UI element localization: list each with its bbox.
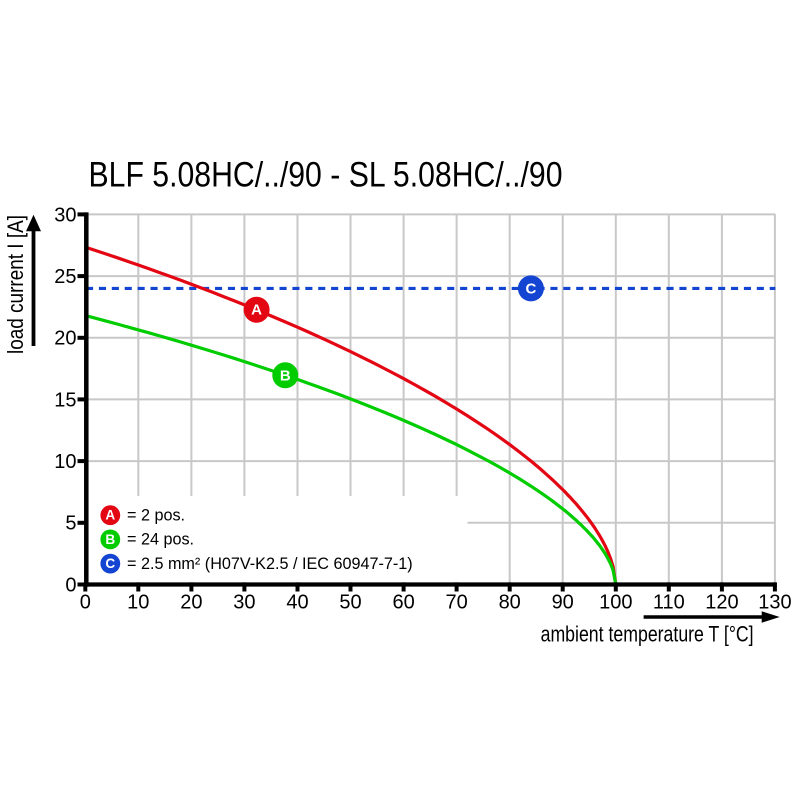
svg-text:10: 10 xyxy=(127,592,149,614)
svg-text:20: 20 xyxy=(54,328,76,350)
svg-text:30: 30 xyxy=(54,204,76,226)
svg-text:5: 5 xyxy=(65,513,76,535)
svg-text:C: C xyxy=(105,556,115,571)
svg-text:15: 15 xyxy=(54,389,76,411)
svg-text:ambient temperature T [°C]: ambient temperature T [°C] xyxy=(541,622,754,647)
svg-text:110: 110 xyxy=(653,592,685,614)
svg-text:25: 25 xyxy=(54,266,76,288)
svg-text:A: A xyxy=(251,302,262,319)
svg-text:30: 30 xyxy=(233,592,255,614)
svg-text:BLF 5.08HC/../90 - SL 5.08HC/.: BLF 5.08HC/../90 - SL 5.08HC/../90 xyxy=(89,156,563,195)
svg-text:= 2 pos.: = 2 pos. xyxy=(127,506,185,524)
svg-text:A: A xyxy=(105,508,115,523)
svg-text:C: C xyxy=(525,280,536,297)
svg-text:10: 10 xyxy=(54,451,76,473)
svg-text:40: 40 xyxy=(286,592,308,614)
svg-text:80: 80 xyxy=(499,592,521,614)
svg-text:B: B xyxy=(280,367,291,384)
svg-text:50: 50 xyxy=(339,592,361,614)
svg-text:130: 130 xyxy=(758,592,791,614)
svg-text:90: 90 xyxy=(552,592,574,614)
svg-text:20: 20 xyxy=(180,592,202,614)
svg-text:70: 70 xyxy=(445,592,467,614)
svg-text:0: 0 xyxy=(65,574,76,596)
svg-text:0: 0 xyxy=(80,592,91,614)
svg-text:100: 100 xyxy=(599,592,632,614)
svg-text:= 2.5 mm² (H07V-K2.5 / IEC 609: = 2.5 mm² (H07V-K2.5 / IEC 60947-7-1) xyxy=(127,555,413,573)
svg-text:load current I [A]: load current I [A] xyxy=(3,215,28,354)
svg-text:120: 120 xyxy=(705,592,738,614)
svg-text:60: 60 xyxy=(392,592,414,614)
svg-text:= 24 pos.: = 24 pos. xyxy=(127,531,194,549)
svg-text:B: B xyxy=(105,532,115,547)
